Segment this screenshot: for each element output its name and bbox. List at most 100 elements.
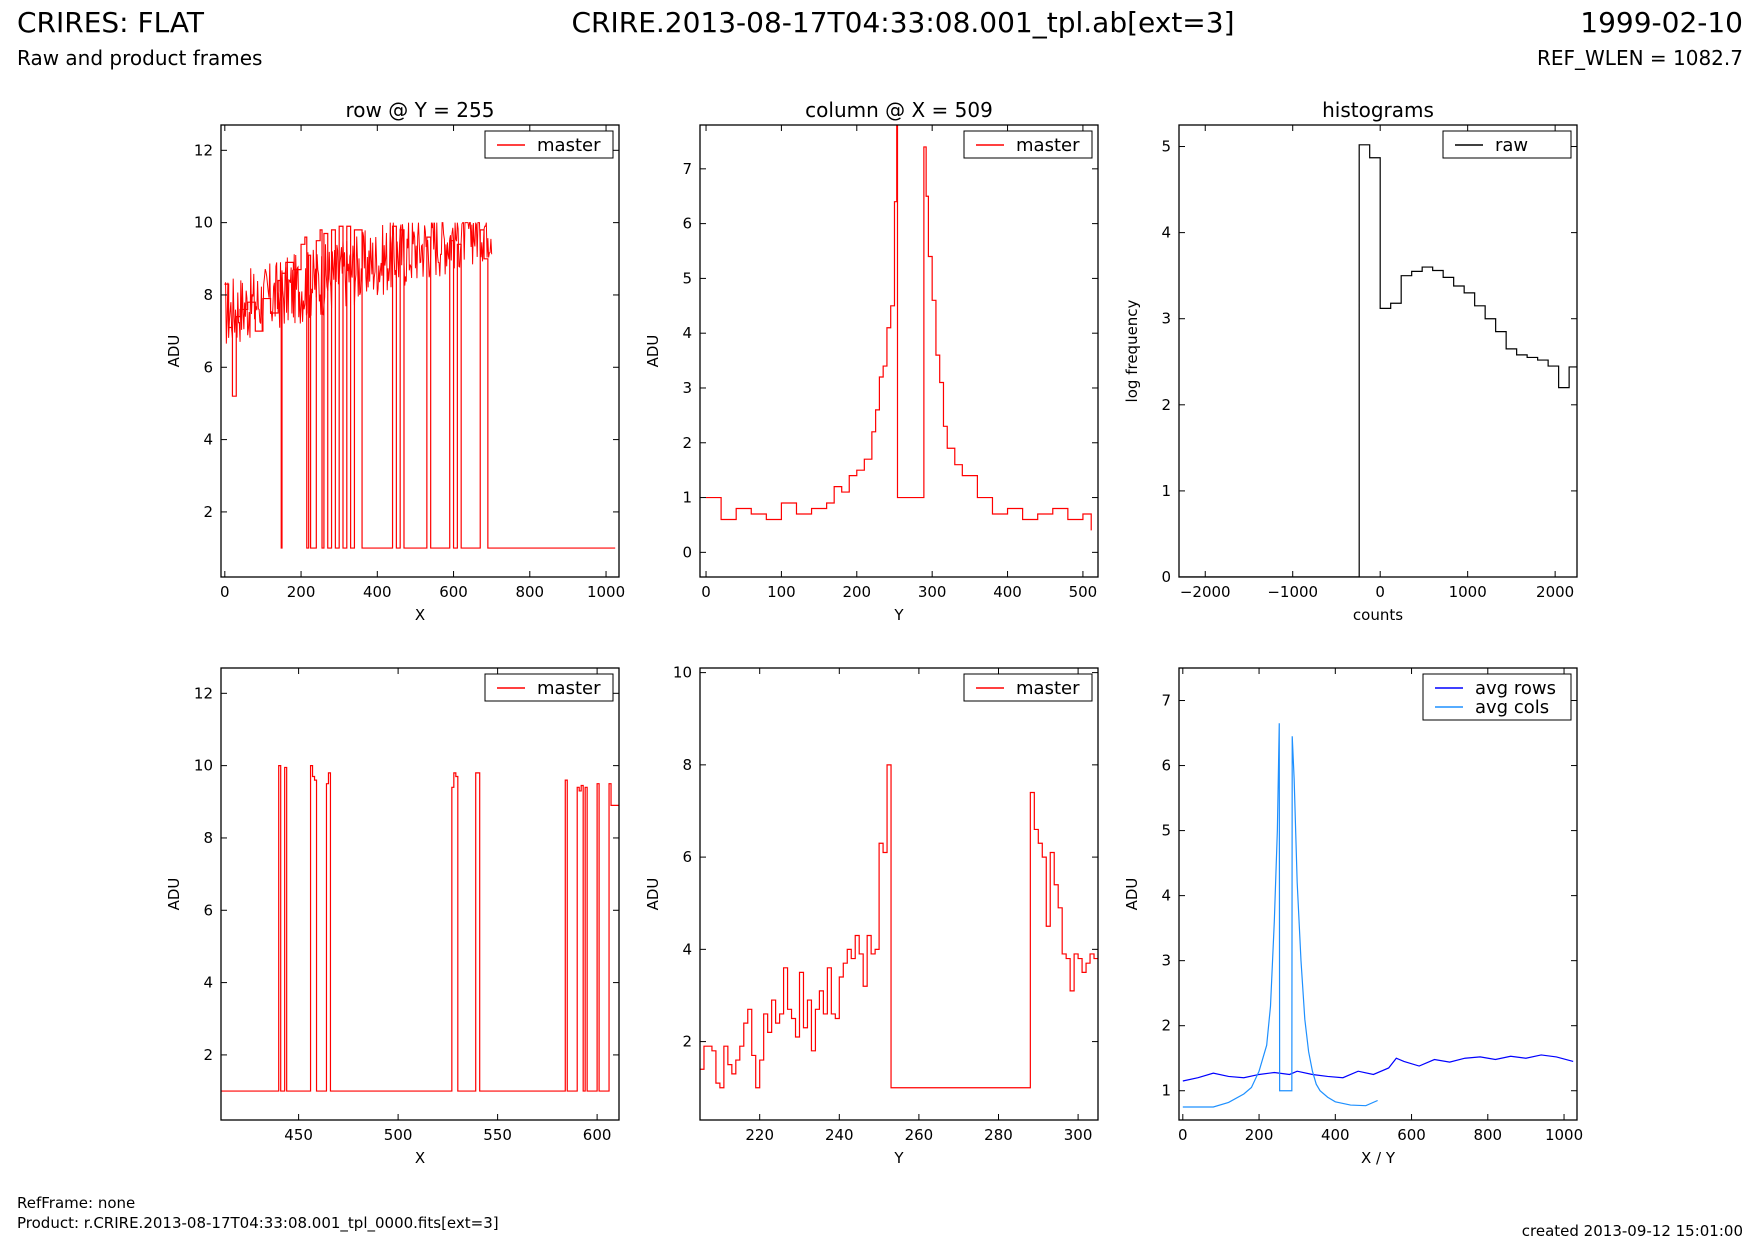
y-tick-label: 2 (682, 1033, 692, 1051)
x-axis-label: X (415, 1149, 425, 1167)
x-tick-label: 300 (918, 583, 947, 601)
series-line (1179, 144, 1577, 577)
x-tick-label: 500 (1069, 583, 1098, 601)
y-tick-label: 6 (1161, 757, 1171, 775)
y-tick-label: 1 (682, 489, 692, 507)
x-axis-label: Y (893, 606, 904, 624)
y-tick-label: 3 (1161, 952, 1171, 970)
x-tick-label: 2000 (1536, 583, 1574, 601)
x-tick-label: 600 (583, 1126, 612, 1144)
series-line (224, 225, 616, 549)
y-axis-label: log frequency (1123, 299, 1141, 402)
y-tick-label: 5 (682, 269, 692, 287)
y-axis-label: ADU (165, 335, 183, 368)
y-tick-label: 0 (1161, 568, 1171, 586)
x-tick-label: 800 (515, 583, 544, 601)
x-axis-label: counts (1353, 606, 1403, 624)
series-line (221, 765, 619, 1092)
x-tick-label: 240 (825, 1126, 854, 1144)
plot-frame (220, 667, 620, 1121)
plot-frame (1178, 667, 1578, 1121)
series-line (1182, 1054, 1574, 1082)
y-tick-label: 4 (682, 324, 692, 342)
y-tick-label: 1 (1161, 1082, 1171, 1100)
y-axis-label: ADU (165, 878, 183, 911)
plot-frame (1178, 124, 1578, 578)
x-tick-label: −2000 (1180, 583, 1231, 601)
legend-label: raw (1495, 135, 1528, 156)
chart-row: 0 200 400 600 800 1000 2 4 6 8 10 12 row @ Y = 255 X A… (165, 98, 625, 624)
y-tick-label: 10 (673, 664, 692, 682)
y-tick-label: 2 (682, 434, 692, 452)
legend: master (484, 130, 614, 159)
x-tick-label: 0 (1178, 1126, 1188, 1144)
x-tick-label: 400 (993, 583, 1022, 601)
x-axis-label: X / Y (1361, 1149, 1396, 1167)
x-tick-label: 550 (483, 1126, 512, 1144)
y-axis-label: ADU (644, 878, 662, 911)
x-axis-label: X (415, 606, 425, 624)
y-tick-label: 4 (682, 940, 692, 958)
x-tick-label: 1000 (1449, 583, 1487, 601)
chart-row-zoom: 450 500 550 600 2 4 6 8 10 12 X ADU master (165, 667, 620, 1167)
ref-wlen: REF_WLEN = 1082.7 (1536, 46, 1743, 70)
chart-averages: 0 200 400 600 800 1000 1 2 3 4 5 6 7 X / Y ADU avg rows… (1123, 667, 1583, 1167)
y-tick-label: 0 (682, 543, 692, 561)
x-tick-label: 600 (1397, 1126, 1426, 1144)
y-tick-label: 8 (203, 829, 213, 847)
y-tick-label: 6 (203, 358, 213, 376)
chart-column-zoom: 220 240 260 280 300 2 4 6 8 10 Y ADU master (644, 664, 1099, 1167)
x-tick-label: 200 (1245, 1126, 1274, 1144)
y-tick-label: 12 (194, 684, 213, 702)
legend: master (963, 130, 1093, 159)
x-tick-label: 600 (439, 583, 468, 601)
x-tick-label: 0 (220, 583, 230, 601)
chart-column: 0 100 200 300 400 500 0 1 2 3 4 5 6 7 column @ X = 509… (644, 98, 1099, 624)
y-tick-label: 6 (682, 215, 692, 233)
y-tick-label: 8 (203, 286, 213, 304)
x-axis-label: Y (893, 1149, 904, 1167)
y-axis-label: ADU (1123, 878, 1141, 911)
y-tick-label: 10 (194, 214, 213, 232)
y-tick-label: 4 (203, 431, 213, 449)
y-axis-label: ADU (644, 335, 662, 368)
legend-label: master (537, 135, 601, 156)
y-tick-label: 2 (1161, 1017, 1171, 1035)
page-title: CRIRES: FLAT (17, 6, 204, 39)
chart-title: column @ X = 509 (805, 98, 993, 122)
y-tick-label: 6 (203, 901, 213, 919)
y-tick-label: 1 (1161, 482, 1171, 500)
y-tick-label: 8 (682, 756, 692, 774)
y-tick-label: 3 (682, 379, 692, 397)
legend-label: avg rows (1475, 678, 1556, 699)
chart-title: row @ Y = 255 (346, 98, 495, 122)
legend-label: master (1016, 135, 1080, 156)
y-tick-label: 4 (203, 974, 213, 992)
x-tick-label: 260 (905, 1126, 934, 1144)
x-tick-label: 100 (767, 583, 796, 601)
y-tick-label: 4 (1161, 224, 1171, 242)
y-tick-label: 5 (1161, 138, 1171, 156)
legend: master (963, 673, 1093, 702)
x-tick-label: 220 (745, 1126, 774, 1144)
y-tick-label: 2 (1161, 396, 1171, 414)
x-tick-label: 1000 (1545, 1126, 1583, 1144)
y-tick-label: 6 (682, 848, 692, 866)
y-tick-label: 7 (1161, 692, 1171, 710)
chart-histograms: −2000 −1000 0 1000 2000 0 1 2 3 4 5 histograms count… (1123, 98, 1578, 624)
x-tick-label: 300 (1064, 1126, 1093, 1144)
series-line (1182, 723, 1378, 1108)
y-tick-label: 5 (1161, 822, 1171, 840)
x-tick-label: 800 (1473, 1126, 1502, 1144)
series-line (700, 764, 1098, 1089)
legend: raw (1442, 130, 1572, 159)
x-tick-label: 450 (284, 1126, 313, 1144)
y-tick-label: 7 (682, 160, 692, 178)
legend-label: master (1016, 678, 1080, 699)
legend: master (484, 673, 614, 702)
y-tick-label: 3 (1161, 310, 1171, 328)
x-tick-label: 280 (984, 1126, 1013, 1144)
series-line (706, 125, 1092, 531)
